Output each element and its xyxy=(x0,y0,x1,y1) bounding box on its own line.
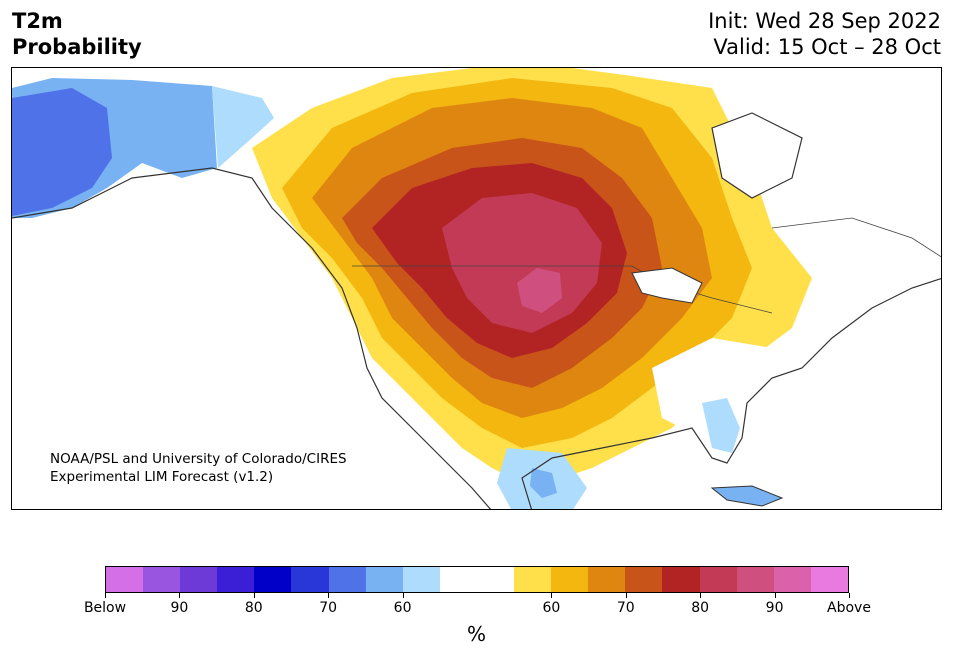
colorbar-unit: % xyxy=(466,622,486,646)
colorbar-segment xyxy=(254,567,292,592)
colorbar-tick-label: Below xyxy=(83,600,127,616)
colorbar-tick-mark xyxy=(253,593,255,598)
colorbar-segment xyxy=(328,567,366,592)
colorbar-tick-mark xyxy=(774,593,776,598)
colorbar-segment xyxy=(625,567,663,592)
colorbar-tick-mark xyxy=(849,593,850,598)
florida-below-region xyxy=(702,398,740,453)
probability-colorbar xyxy=(105,566,849,593)
colorbar-segment xyxy=(662,567,700,592)
valid-period: Valid: 15 Oct – 28 Oct xyxy=(713,35,941,59)
colorbar-tick-label: 90 xyxy=(765,600,784,616)
colorbar-segment xyxy=(810,567,848,592)
colorbar-tick-mark xyxy=(105,593,106,598)
colorbar-segment xyxy=(736,567,774,592)
credit-line-2: Experimental LIM Forecast (v1.2) xyxy=(50,469,274,485)
title-line-1: T2m xyxy=(12,9,63,33)
colorbar-segment xyxy=(439,567,477,592)
colorbar-tick-label: Above xyxy=(827,600,871,616)
probability-map xyxy=(12,68,941,509)
colorbar-tick-mark xyxy=(402,593,404,598)
colorbar-segment xyxy=(773,567,811,592)
colorbar-segment xyxy=(402,567,440,592)
colorbar-segment xyxy=(699,567,737,592)
colorbar-tick-label: 90 xyxy=(170,600,189,616)
map-panel: NOAA/PSL and University of Colorado/CIRE… xyxy=(11,67,942,510)
init-date: Init: Wed 28 Sep 2022 xyxy=(708,9,941,33)
colorbar-tick-mark xyxy=(551,593,553,598)
credit-line-1: NOAA/PSL and University of Colorado/CIRE… xyxy=(50,451,347,467)
colorbar-tick-label: 80 xyxy=(691,600,710,616)
map-title: T2m Probability xyxy=(12,8,142,60)
southeast-neutral xyxy=(652,338,792,438)
colorbar-tick-label: 60 xyxy=(542,600,561,616)
colorbar-tick-mark xyxy=(625,593,627,598)
colorbar-segment xyxy=(106,567,144,592)
colorbar-segment xyxy=(180,567,218,592)
hudson-bay-neutral xyxy=(712,113,802,198)
colorbar-tick-mark xyxy=(700,593,702,598)
map-credit: NOAA/PSL and University of Colorado/CIRE… xyxy=(50,450,347,486)
colorbar-ticks: Below 90 80 70 60 60 70 80 90 Above xyxy=(0,600,953,620)
colorbar-tick-label: 70 xyxy=(616,600,635,616)
title-line-2: Probability xyxy=(12,35,142,59)
coastline xyxy=(12,167,492,509)
colorbar-tick-label: 80 xyxy=(244,600,263,616)
colorbar-segment xyxy=(365,567,403,592)
colorbar-segment xyxy=(476,567,515,592)
colorbar-tick-mark xyxy=(179,593,181,598)
colorbar-segment xyxy=(588,567,626,592)
colorbar-segment xyxy=(514,567,552,592)
colorbar-segment xyxy=(551,567,589,592)
colorbar-tick-label: 60 xyxy=(393,600,412,616)
forecast-dates: Init: Wed 28 Sep 2022 Valid: 15 Oct – 28… xyxy=(708,8,941,60)
colorbar-tick-mark xyxy=(328,593,330,598)
colorbar-segment xyxy=(291,567,329,592)
colorbar-segment xyxy=(217,567,255,592)
colorbar-segment xyxy=(143,567,181,592)
great-lakes xyxy=(631,267,703,304)
colorbar-tick-label: 70 xyxy=(319,600,338,616)
